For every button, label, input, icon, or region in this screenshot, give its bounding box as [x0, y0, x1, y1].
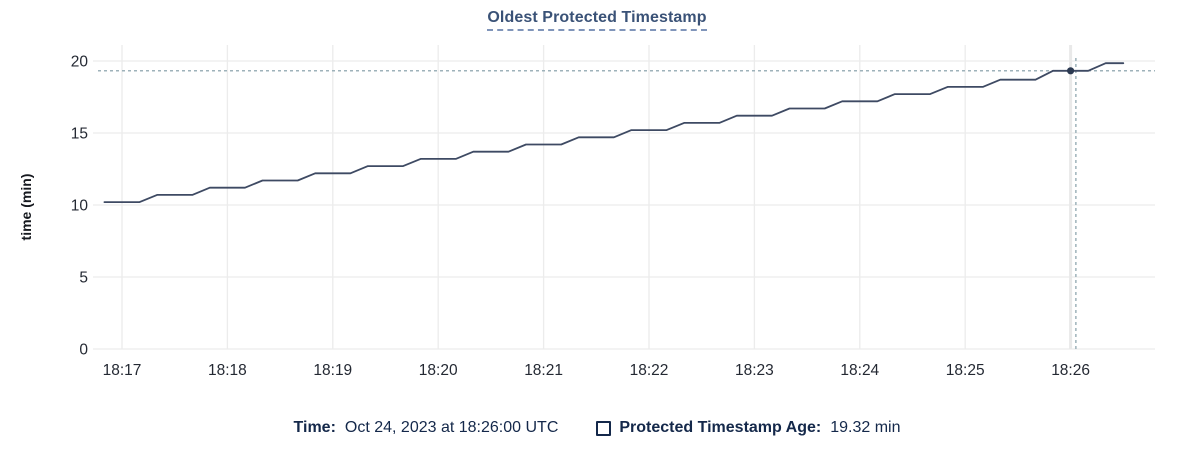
x-tick-label: 18:17: [103, 362, 142, 379]
x-tick-label: 18:23: [735, 362, 774, 379]
legend-series-label: Protected Timestamp Age:: [619, 419, 822, 436]
y-tick-label: 20: [71, 54, 89, 71]
legend-time-label: Time:: [293, 419, 336, 436]
chart-plot-area[interactable]: 0 5 10 15 20 18:17 18:18 18:19 18:20 18:21 18:22 18…: [0, 0, 1194, 400]
legend-time-value: Oct 24, 2023 at 18:26:00 UTC: [344, 419, 559, 436]
x-tick-label: 18:26: [1051, 362, 1090, 379]
x-tick-label: 18:18: [208, 362, 247, 379]
x-tick-label: 18:24: [840, 362, 879, 379]
chart-title[interactable]: Oldest Protected Timestamp: [487, 9, 707, 31]
legend-series-value: 19.32 min: [830, 419, 901, 436]
x-tick-label: 18:20: [419, 362, 458, 379]
x-tick-label: 18:19: [313, 362, 352, 379]
x-tick-label: 18:25: [946, 362, 985, 379]
x-tick-label: 18:21: [524, 362, 563, 379]
chart-legend: Time: Oct 24, 2023 at 18:26:00 UTC Prote…: [0, 419, 1194, 437]
legend-time-group: Time: Oct 24, 2023 at 18:26:00 UTC: [294, 419, 559, 437]
y-tick-label: 5: [79, 270, 88, 287]
hover-point-dot: [1067, 67, 1075, 75]
y-tick-label: 10: [71, 198, 89, 215]
chart-title-row: Oldest Protected Timestamp: [0, 9, 1194, 31]
y-tick-label: 0: [79, 342, 88, 359]
y-axis-label: time (min): [18, 174, 34, 241]
x-tick-label: 18:22: [630, 362, 669, 379]
y-tick-label: 15: [71, 126, 88, 143]
legend-item-protected-timestamp-age[interactable]: Protected Timestamp Age: 19.32 min: [596, 419, 900, 437]
legend-checkbox[interactable]: [596, 420, 612, 436]
series-line-protected-timestamp-age: [103, 62, 1125, 203]
